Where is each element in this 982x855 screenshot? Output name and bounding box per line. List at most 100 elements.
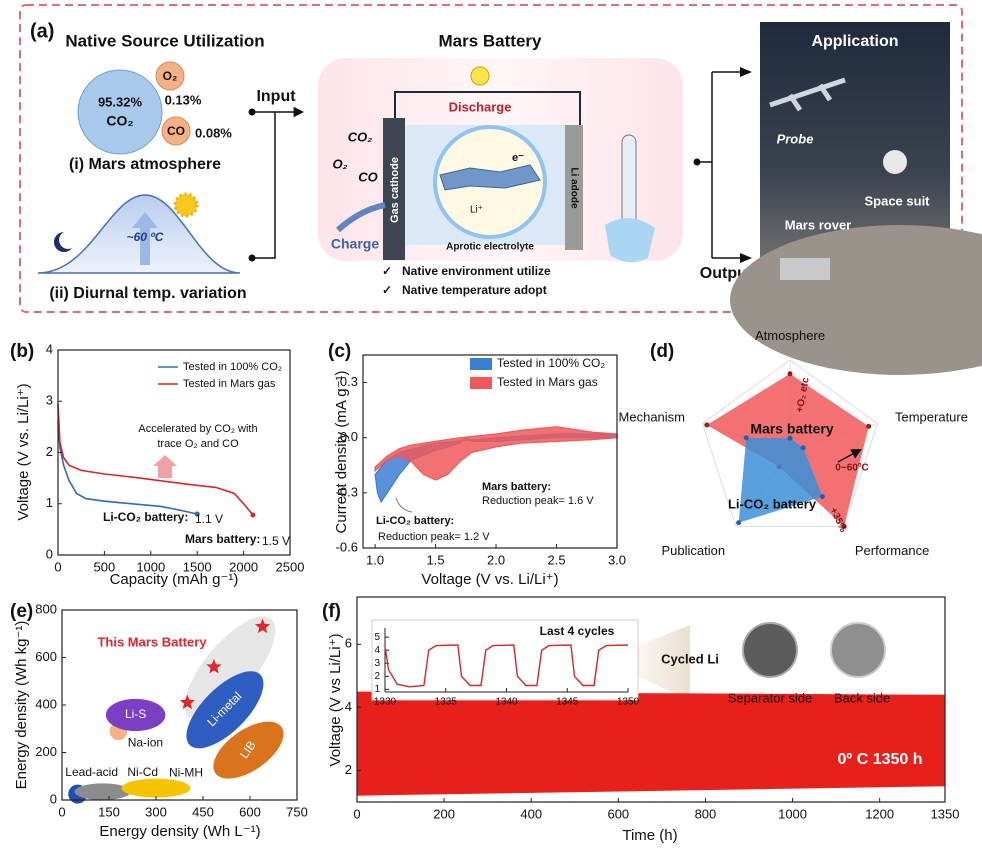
region — [74, 783, 131, 800]
end-marker — [250, 512, 256, 518]
gas-label: CO — [358, 169, 378, 184]
region-label: Na-ion — [128, 735, 163, 749]
output-bracket — [697, 71, 746, 259]
input-label: Input — [256, 88, 296, 105]
x-tick-label: 150 — [98, 804, 120, 819]
y-tick-label: 3 — [46, 393, 53, 408]
y-tick-label: 600 — [35, 649, 57, 664]
radar-vertex — [787, 371, 793, 377]
region — [105, 698, 166, 732]
x-tick-label: 450 — [192, 804, 214, 819]
annotation: Li-CO₂ battery: — [103, 510, 188, 524]
caption: (i) Mars atmosphere — [69, 156, 221, 173]
radar-vertex — [787, 435, 793, 441]
x-tick-label: 1335 — [435, 697, 458, 708]
x-tick-label: 0 — [58, 804, 65, 819]
plot-frame — [362, 354, 618, 549]
y-tick-label: -0.6 — [336, 539, 358, 554]
panel-label: (b) — [10, 341, 34, 362]
gas-label: O₂ — [332, 156, 347, 171]
annotation: Back side — [834, 690, 890, 705]
up-arrow — [132, 212, 158, 265]
cv-loop — [374, 426, 618, 481]
radar-vertex — [800, 445, 806, 451]
region — [121, 778, 191, 798]
y-tick-label: 4 — [46, 341, 53, 356]
y-tick-label: 5 — [374, 632, 380, 643]
x-tick-label: 1350 — [931, 806, 960, 821]
radar-axis-label: Mechanism — [619, 409, 685, 424]
x-tick-label: 1200 — [865, 806, 894, 821]
gas-name: CO — [167, 124, 185, 138]
y-tick-label: 0 — [50, 791, 57, 806]
y-tick-label: 2 — [374, 671, 380, 682]
inset-title: Last 4 cycles — [540, 624, 615, 638]
x-axis-label: Voltage (V vs. Li/Li⁺) — [421, 571, 558, 588]
electrolyte-label: Aprotic electrolyte — [446, 242, 534, 253]
check: ✓ — [382, 283, 392, 297]
o2-bubble — [155, 61, 185, 91]
x-tick-label: 2500 — [276, 559, 305, 574]
legend-swatch — [470, 377, 492, 389]
annotation: Cycled Li — [661, 651, 719, 666]
annotation: Mars battery: — [482, 481, 551, 493]
y-tick-label: 0.0 — [340, 429, 358, 444]
electrode-flakes — [439, 164, 541, 191]
charge-label: Charge — [331, 236, 379, 252]
annotation: Reduction peak= 1.6 V — [482, 495, 594, 507]
annotation: 0~60ºC — [835, 463, 868, 474]
panel-label: (a) — [30, 20, 54, 42]
gas-label: CO₂ — [348, 129, 373, 144]
y-tick-label: -0.3 — [336, 484, 358, 499]
y-tick-label: 200 — [35, 744, 57, 759]
ion-label: Li⁺ — [470, 205, 483, 216]
feature: Native temperature adopt — [402, 283, 547, 297]
series-label: This Mars Battery — [97, 634, 207, 649]
y-tick-label: 4 — [374, 645, 380, 656]
annotation: Accelerated by CO₂ with — [138, 423, 257, 435]
cathode — [383, 118, 405, 260]
y-tick-label: 3 — [374, 658, 380, 669]
y-tick-label: 4 — [345, 699, 352, 714]
application: Mars rover — [785, 217, 851, 232]
region — [213, 721, 284, 779]
anode — [565, 125, 583, 250]
radar-vertex — [704, 422, 710, 428]
sun — [173, 192, 199, 218]
wire — [394, 91, 581, 125]
annotation: Li-CO₂ battery: — [376, 515, 454, 527]
x-axis-label: Energy density (Wh L⁻¹) — [99, 823, 260, 840]
y-tick-label: 1 — [374, 684, 380, 695]
x-tick-label: 2.5 — [547, 552, 565, 567]
x-tick-label: 0 — [353, 806, 360, 821]
radar-area — [738, 437, 823, 523]
x-tick-label: 750 — [286, 804, 308, 819]
y-tick-label: 400 — [35, 696, 57, 711]
x-tick-label: 1340 — [495, 697, 518, 708]
co-bubble — [161, 116, 191, 146]
annotation-arrow — [153, 455, 177, 478]
legend-label: Tested in 100% CO₂ — [183, 361, 282, 373]
y-axis-label: Voltage (V vs. Li/Li⁺) — [15, 383, 32, 520]
y-tick-label: 2 — [345, 762, 352, 777]
astronaut — [883, 150, 907, 174]
bulb — [470, 66, 490, 86]
region — [186, 671, 264, 749]
x-tick-label: 1350 — [617, 697, 640, 708]
radar-axis-label: Temperature — [895, 409, 968, 424]
y-axis-label: Voltage (V vs Li/Li⁺) — [327, 634, 344, 767]
zoom-wedge — [600, 625, 690, 700]
application: Space suit — [864, 193, 930, 208]
gas-percent: 0.13% — [165, 92, 202, 107]
annotation: Mars battery: — [185, 532, 260, 546]
radar-axis-label: Atmosphere — [755, 328, 825, 343]
y-tick-label: 2 — [46, 444, 53, 459]
plot-frame — [356, 596, 946, 803]
y-tick-label: 1 — [46, 495, 53, 510]
radar-vertex — [819, 494, 825, 500]
series-label: Li-CO₂ battery — [728, 496, 817, 511]
annotation-arrow — [837, 448, 862, 463]
section-title: Native Source Utilization — [65, 31, 264, 50]
ice — [605, 218, 655, 263]
